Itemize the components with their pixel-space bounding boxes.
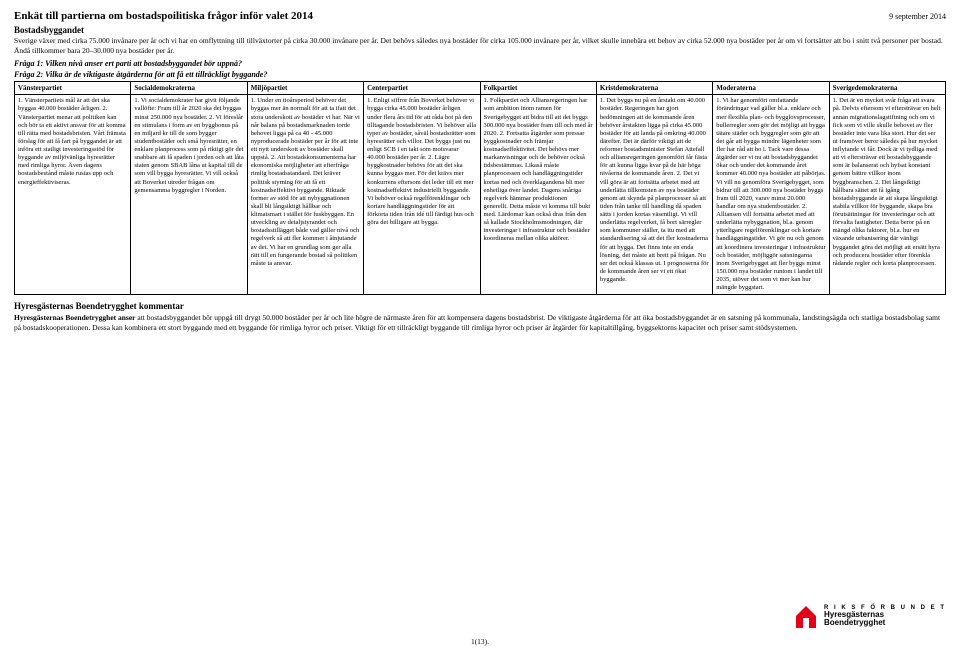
table-cell: 1. Vänsterpartiets mål är att det ska by… bbox=[15, 95, 131, 295]
table-cell: 1. Vi har genomfört omfattande förändrin… bbox=[713, 95, 829, 295]
document-title: Enkät till partierna om bostadspoilitisk… bbox=[14, 10, 313, 22]
table-cell: 1. Enligt siffror från Boverket behöver … bbox=[364, 95, 480, 295]
table-cell: 1. Det byggs nu på en årstakt om 40.000 … bbox=[596, 95, 712, 295]
page: Enkät till partierna om bostadspoilitisk… bbox=[0, 0, 960, 650]
party-table: Vänsterpartiet Socialdemokraterna Miljöp… bbox=[14, 81, 946, 296]
house-icon bbox=[792, 602, 820, 630]
col-header: Kristdemokraterna bbox=[596, 81, 712, 95]
commentary-paragraph: Hyresgästernas Boendetrygghet anser att … bbox=[14, 313, 946, 333]
intro-paragraph: Sverige växer med cirka 75.000 invånare … bbox=[14, 36, 946, 56]
org-logo: R I K S F Ö R B U N D E T Hyresgästernas… bbox=[792, 602, 946, 630]
page-number: 1(13). bbox=[0, 637, 960, 646]
commentary-lead: Hyresgästernas Boendetrygghet anser bbox=[14, 313, 136, 322]
table-cell: 1. Det är en mycket svår fråga att svara… bbox=[829, 95, 945, 295]
section-heading: Bostadsbyggandet bbox=[14, 25, 946, 35]
header-row: Enkät till partierna om bostadspoilitisk… bbox=[14, 10, 946, 22]
document-date: 9 september 2014 bbox=[889, 12, 946, 21]
logo-text: R I K S F Ö R B U N D E T Hyresgästernas… bbox=[824, 605, 946, 627]
commentary-heading: Hyresgästernas Boendetrygghet kommentar bbox=[14, 301, 946, 311]
col-header: Moderaterna bbox=[713, 81, 829, 95]
logo-line-3: Boendetrygghet bbox=[824, 619, 946, 627]
col-header: Miljöpartiet bbox=[247, 81, 363, 95]
col-header: Socialdemokraterna bbox=[131, 81, 247, 95]
col-header: Centerpartiet bbox=[364, 81, 480, 95]
col-header: Vänsterpartiet bbox=[15, 81, 131, 95]
commentary-body: att bostadsbyggandet bör uppgå till dryg… bbox=[14, 313, 940, 332]
table-row: 1. Vänsterpartiets mål är att det ska by… bbox=[15, 95, 946, 295]
table-header-row: Vänsterpartiet Socialdemokraterna Miljöp… bbox=[15, 81, 946, 95]
col-header: Folkpartiet bbox=[480, 81, 596, 95]
question-2: Fråga 2: Vilka är de viktigaste åtgärder… bbox=[14, 70, 946, 79]
table-cell: 1. Under en tioårsperiod behöver det byg… bbox=[247, 95, 363, 295]
question-1: Fråga 1: Vilken nivå anser ert parti att… bbox=[14, 59, 946, 68]
table-cell: 1. Vi socialdemokrater har givit följand… bbox=[131, 95, 247, 295]
col-header: Sverigedemokraterna bbox=[829, 81, 945, 95]
table-cell: 1. Folkpartiet och Alliansregeringen har… bbox=[480, 95, 596, 295]
